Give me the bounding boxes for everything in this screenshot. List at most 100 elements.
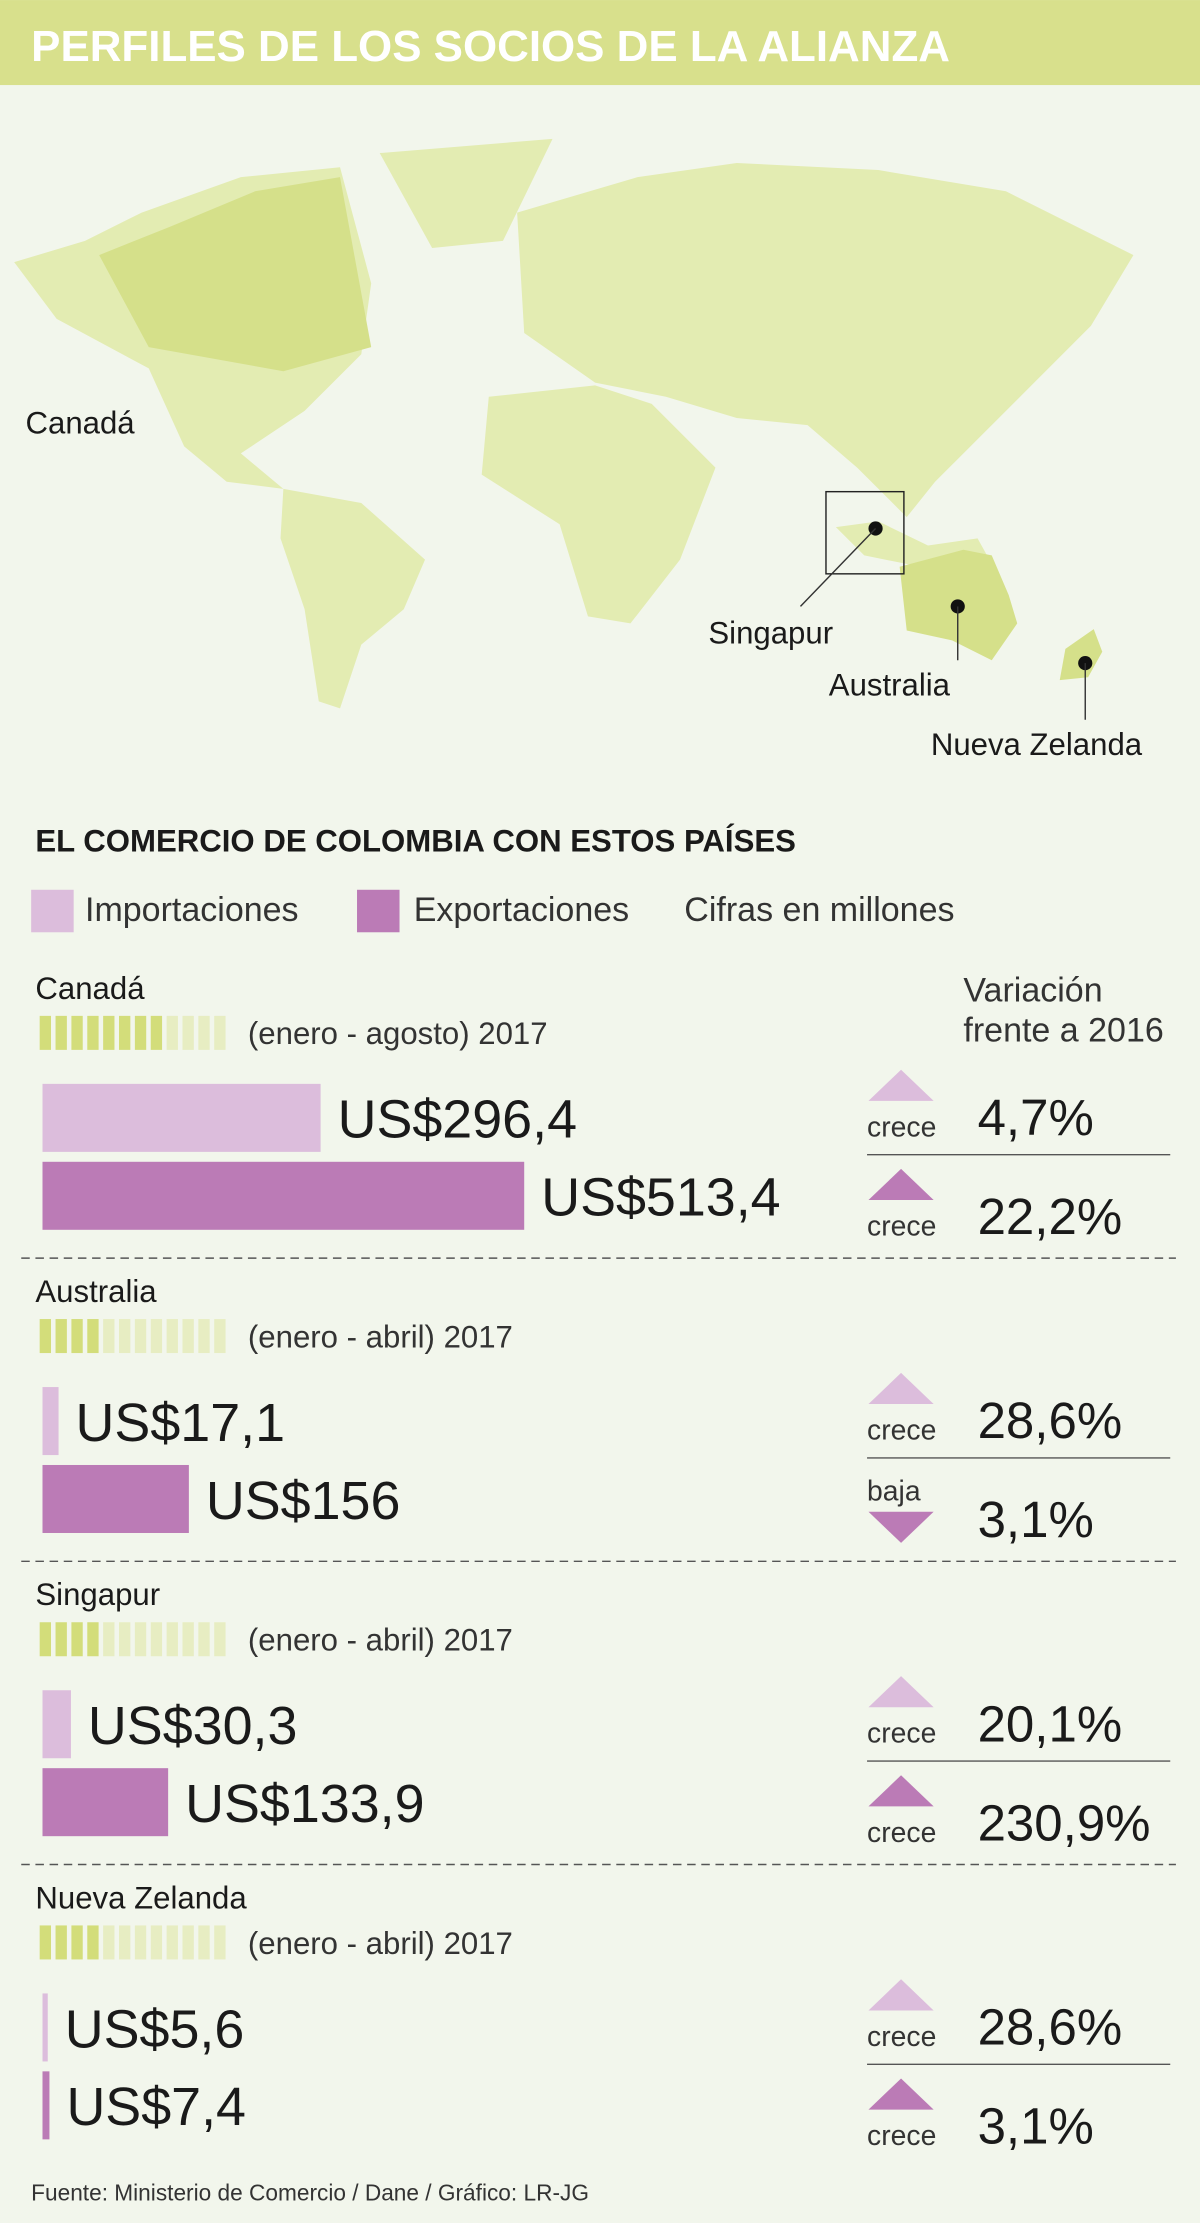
bar-imports [42, 1690, 71, 1759]
month-segment [87, 1622, 99, 1657]
period: (enero - abril) 2017 [248, 1926, 513, 1961]
country-name: Singapur [35, 1577, 160, 1612]
bar-label: US$156 [206, 1471, 401, 1531]
singapore-leader [799, 528, 877, 607]
month-segment [55, 1622, 67, 1657]
month-segment [166, 1319, 178, 1354]
variation-header: frente a 2016 [963, 1011, 1163, 1049]
legend-swatch-imports [31, 889, 74, 933]
month-segment [166, 1015, 178, 1050]
trend: crece [867, 2021, 936, 2053]
australia-dot [950, 599, 965, 614]
legend-label: Exportaciones [414, 891, 629, 929]
arrow-up [868, 1676, 934, 1708]
change: 20,1% [978, 1695, 1123, 1752]
trend: crece [867, 2120, 936, 2152]
change: 230,9% [978, 1794, 1151, 1851]
trend: baja [867, 1475, 921, 1507]
country-name: Nueva Zelanda [35, 1880, 247, 1915]
singapore-box [825, 490, 905, 575]
arrow-up [868, 1775, 934, 1807]
month-segment [55, 1015, 67, 1050]
change: 28,6% [978, 1392, 1123, 1449]
month-segment [134, 1015, 147, 1050]
month-segment [198, 1925, 210, 1960]
header-bar [0, 0, 1200, 86]
bar-imports [42, 1083, 321, 1152]
month-segment [182, 1622, 194, 1657]
month-segment [182, 1015, 194, 1050]
bar-label: US$296,4 [338, 1090, 577, 1150]
trend: crece [867, 1414, 936, 1446]
month-segment [119, 1015, 131, 1050]
new-zealand [1059, 629, 1103, 681]
month-segment [134, 1319, 147, 1354]
month-segment [87, 1319, 99, 1354]
month-segment [87, 1925, 99, 1960]
month-segment [87, 1015, 99, 1050]
month-segment [103, 1015, 115, 1050]
month-segment [214, 1622, 226, 1657]
note: Cifras en millones [684, 891, 954, 929]
month-segment [55, 1319, 67, 1354]
month-segment [150, 1015, 163, 1050]
section-title: EL COMERCIO DE COLOMBIA CON ESTOS PAÍSES [35, 824, 796, 859]
month-segment [198, 1622, 210, 1657]
trend: crece [867, 1817, 936, 1849]
change: 3,1% [978, 2098, 1094, 2155]
month-segment [182, 1319, 194, 1354]
canada [99, 177, 372, 372]
greenland [379, 138, 553, 248]
source: Fuente: Ministerio de Comercio / Dane / … [31, 2179, 589, 2205]
month-segment [71, 1925, 83, 1960]
month-segment [166, 1925, 178, 1960]
trend: crece [867, 1718, 936, 1750]
bar-label: US$513,4 [541, 1168, 780, 1228]
month-segment [134, 1622, 147, 1657]
bar-imports [42, 1387, 59, 1456]
bar-exports [42, 1464, 189, 1533]
month-segment [39, 1015, 52, 1050]
period: (enero - agosto) 2017 [248, 1016, 548, 1051]
bar-label: US$133,9 [185, 1774, 424, 1834]
arrow-up [868, 1069, 934, 1101]
bar-label: US$17,1 [76, 1393, 285, 1453]
variation-header: Variación [963, 972, 1102, 1010]
period: (enero - abril) 2017 [248, 1623, 513, 1658]
map-label: Singapur [708, 615, 833, 650]
south-america [280, 488, 426, 709]
bar-label: US$5,6 [65, 1999, 245, 2059]
bar-label: US$7,4 [66, 2077, 246, 2137]
legend-label: Importaciones [85, 891, 299, 929]
month-segment [103, 1319, 115, 1354]
header-title: PERFILES DE LOS SOCIOS DE LA ALIANZA [31, 22, 950, 71]
month-segment [198, 1319, 210, 1354]
month-segment [55, 1925, 67, 1960]
month-segment [198, 1015, 210, 1050]
month-segment [214, 1925, 226, 1960]
month-segment [166, 1622, 178, 1657]
arrow-up [868, 1979, 934, 2011]
country-name: Canadá [35, 971, 145, 1006]
bar-label: US$30,3 [88, 1696, 297, 1756]
change: 28,6% [978, 1998, 1123, 2055]
month-segment [71, 1622, 83, 1657]
month-segment [214, 1319, 226, 1354]
trend: crece [867, 1210, 936, 1242]
map-label: Australia [829, 668, 951, 703]
arrow-up [868, 1168, 934, 1201]
world-map: Canadá Singapur Australia Nueva Zelanda [14, 138, 1143, 762]
month-segment [214, 1015, 226, 1050]
month-segment [103, 1622, 115, 1657]
month-segment [103, 1925, 115, 1960]
month-segment [71, 1319, 83, 1354]
africa [481, 385, 716, 624]
month-segment [39, 1622, 52, 1657]
month-segment [71, 1015, 83, 1050]
legend-swatch-exports [357, 889, 400, 933]
map-label: Canadá [26, 406, 136, 441]
month-segment [150, 1622, 163, 1657]
bar-exports [42, 2071, 50, 2140]
change: 22,2% [978, 1188, 1123, 1245]
